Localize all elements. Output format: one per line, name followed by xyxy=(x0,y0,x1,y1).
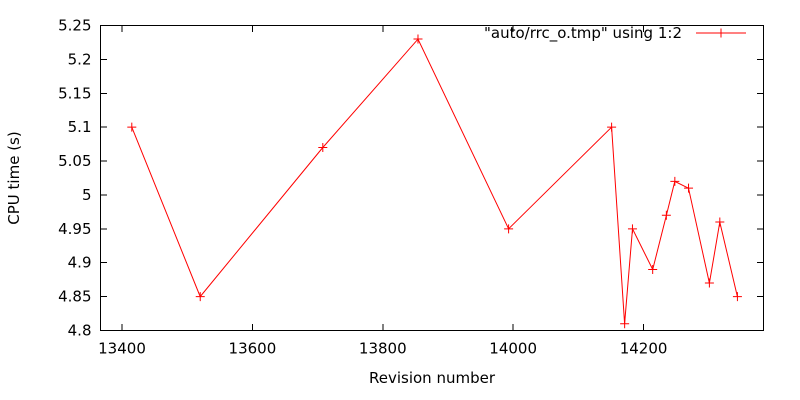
y-tick-label: 5.05 xyxy=(58,152,91,170)
y-axis-title: CPU time (s) xyxy=(5,131,23,224)
y-tick-label: 5.15 xyxy=(58,84,91,102)
x-tick-label: 13400 xyxy=(98,340,146,358)
y-tick-label: 4.8 xyxy=(68,322,92,340)
y-tick-label: 5.1 xyxy=(68,118,92,136)
x-tick-label: 13600 xyxy=(229,340,277,358)
legend-marker xyxy=(716,28,726,38)
legend-label: "auto/rrc_o.tmp" using 1:2 xyxy=(484,24,682,43)
plot-border xyxy=(100,25,764,331)
legend: "auto/rrc_o.tmp" using 1:2 xyxy=(484,24,746,43)
data-point-markers xyxy=(127,34,742,329)
y-axis: 4.8 4.85 4.9 4.95 5 5.05 5.1 5.15 5.2 5.25 xyxy=(58,17,764,340)
x-axis-title: Revision number xyxy=(369,369,496,387)
x-tick-label: 13800 xyxy=(359,340,407,358)
series-line xyxy=(131,38,738,324)
y-tick-label: 4.85 xyxy=(58,288,91,306)
x-tick-label: 14000 xyxy=(489,340,537,358)
y-tick-label: 5 xyxy=(82,186,92,204)
y-tick-label: 5.2 xyxy=(68,50,92,68)
y-tick-label: 4.9 xyxy=(68,254,92,272)
y-tick-label: 4.95 xyxy=(58,220,91,238)
x-tick-label: 14200 xyxy=(620,340,668,358)
x-axis: 13400 13600 13800 14000 14200 xyxy=(98,25,668,358)
y-tick-label: 5.25 xyxy=(58,17,91,35)
